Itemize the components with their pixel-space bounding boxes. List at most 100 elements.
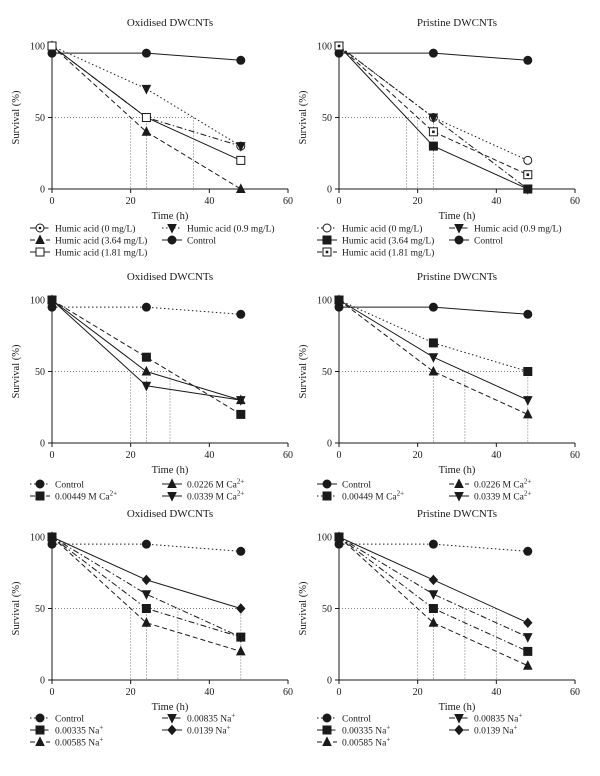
- legend-marker: [35, 234, 45, 244]
- data-point: [141, 617, 152, 627]
- data-point: [235, 142, 246, 152]
- legend-item: Control: [30, 713, 84, 725]
- legend-marker: [322, 491, 332, 501]
- legend-item: Humic acid (0 mg/L): [30, 223, 135, 235]
- legend-item: Humic acid (3.64 mg/L): [30, 234, 147, 247]
- series-line: [338, 536, 529, 667]
- legend-ion-charge: 2+: [524, 490, 532, 498]
- x-tick-label: 40: [491, 196, 501, 207]
- x-tick-label: 40: [204, 450, 214, 461]
- series-5: [47, 531, 246, 656]
- data-point: [523, 646, 533, 656]
- data-point: [428, 539, 438, 549]
- legend-marker: [35, 725, 45, 735]
- series-3: [47, 295, 246, 419]
- data-point: [141, 84, 152, 95]
- series-line: [338, 536, 529, 638]
- legend-marker: [322, 479, 332, 489]
- legend-marker: [454, 492, 464, 502]
- chart-panel-4: Pristine DWCNTs 0 20 40 60 0 50 100 Time (h) Surv…: [298, 271, 580, 503]
- legend-marker: [322, 725, 332, 735]
- chart-panel-6: Pristine DWCNTs 0 20 40 60 0 50 100 Time (h) Surv…: [298, 508, 580, 749]
- data-point: [523, 617, 533, 629]
- legend: Control 0.0226 M Ca2+ 0.00449 M Ca2+ 0.0339…: [30, 478, 244, 503]
- data-point: [141, 590, 152, 600]
- legend-marker: [167, 724, 177, 736]
- y-axis-label: Survival (%): [298, 90, 309, 144]
- legend-label: 0.00449 M Ca2+: [55, 490, 117, 503]
- chart-panel-1: Oxidised DWCNTs 0 20 40 60 0 50 100 Time (h) Surv…: [11, 17, 293, 259]
- legend-item: Humic acid (0.9 mg/L): [162, 224, 275, 235]
- legend-label: 0.00335 Na+: [55, 724, 103, 737]
- data-point: [334, 531, 344, 541]
- legend-label: Control: [474, 237, 503, 247]
- legend-label: Humic acid (0 mg/L): [55, 224, 135, 235]
- legend-item: 0.0226 M Ca2+: [449, 478, 531, 491]
- legend-label: Humic acid (1.81 mg/L): [342, 248, 434, 259]
- data-point: [236, 409, 246, 419]
- y-tick-label: 100: [317, 42, 332, 53]
- data-point: [236, 309, 246, 319]
- x-tick-label: 40: [204, 196, 214, 207]
- data-point: [141, 302, 151, 312]
- x-axis-label: Time (h): [439, 465, 476, 476]
- data-point: [141, 365, 152, 376]
- y-tick-label: 0: [40, 439, 45, 450]
- data-point: [428, 574, 439, 586]
- legend-marker: [454, 478, 464, 488]
- data-point: [141, 48, 151, 58]
- x-tick-label: 60: [283, 687, 293, 698]
- legend-item: Control: [317, 479, 371, 491]
- legend: Humic acid (0 mg/L) Humic acid (0.9 mg/L)…: [30, 223, 275, 259]
- legend-marker-center: [38, 226, 42, 230]
- data-point: [428, 48, 438, 58]
- series-1: [334, 302, 533, 319]
- y-tick-label: 0: [40, 185, 45, 196]
- legend-marker: [167, 478, 177, 488]
- data-point: [47, 531, 57, 541]
- data-point: [428, 590, 439, 600]
- series-line: [51, 299, 242, 415]
- x-axis-label: Time (h): [152, 702, 189, 713]
- series-line: [51, 45, 242, 190]
- legend-ion-charge: +: [231, 712, 235, 720]
- legend-marker: [35, 491, 45, 501]
- data-point: [236, 546, 246, 556]
- legend-item: 0.00585 Na+: [30, 736, 103, 749]
- series-line: [338, 299, 528, 372]
- chart-title: Pristine DWCNTs: [417, 508, 497, 520]
- chart-title: Oxidised DWCNTs: [127, 271, 213, 283]
- legend-label: Control: [187, 237, 216, 247]
- y-tick-label: 100: [317, 296, 332, 307]
- legend-item: 0.00335 Na+: [30, 724, 103, 737]
- series-line: [51, 45, 242, 161]
- legend-item: 0.00449 M Ca2+: [30, 490, 117, 503]
- x-tick-label: 0: [337, 196, 342, 207]
- legend-label: Humic acid (0.9 mg/L): [187, 224, 275, 235]
- data-point: [428, 302, 438, 312]
- legend-ion-charge: 2+: [397, 490, 405, 498]
- legend-label: 0.0226 M Ca2+: [187, 478, 244, 491]
- y-axis-label: Survival (%): [298, 581, 309, 635]
- data-point: [428, 141, 438, 151]
- legend-marker: [454, 235, 464, 245]
- y-tick-label: 100: [30, 533, 45, 544]
- legend-marker: [167, 224, 177, 234]
- legend-ion-charge: 2+: [237, 478, 245, 486]
- data-point-center: [526, 173, 530, 176]
- legend-label: 0.0139 Na+: [187, 724, 231, 737]
- legend-item: 0.00835 Na+: [162, 712, 235, 725]
- x-tick-label: 60: [283, 196, 293, 207]
- y-tick-label: 50: [35, 113, 45, 124]
- legend-item: Control: [317, 713, 371, 725]
- legend-label: Humic acid (3.64 mg/L): [55, 236, 147, 247]
- legend-marker: [454, 224, 464, 234]
- series-5: [334, 531, 533, 670]
- x-tick-label: 20: [413, 687, 423, 698]
- legend-label: Control: [342, 481, 371, 491]
- data-point: [235, 183, 246, 193]
- series-line: [51, 45, 242, 147]
- legend-label: 0.00835 Na+: [187, 712, 235, 725]
- data-point: [236, 55, 246, 65]
